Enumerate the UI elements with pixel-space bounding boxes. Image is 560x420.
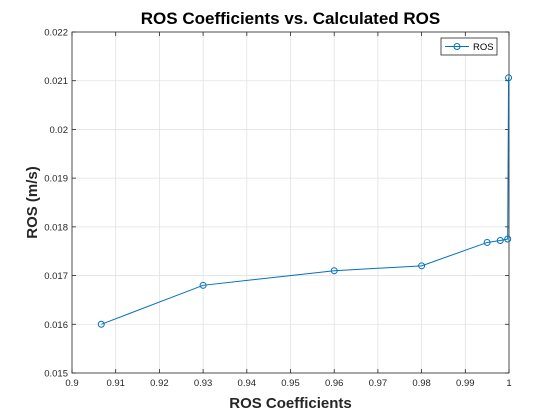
x-tick-label: 0.93 xyxy=(194,378,213,389)
data-point xyxy=(504,235,512,243)
x-tick-label: 0.94 xyxy=(238,378,257,389)
x-tick-label: 0.92 xyxy=(150,378,169,389)
legend-marker xyxy=(453,43,461,50)
data-point xyxy=(199,281,207,289)
series-layer xyxy=(97,74,513,328)
y-tick-label: 0.02 xyxy=(50,125,69,136)
x-axis-ticks: 0.9 0.91 0.92 0.93 0.94 0.95 0.96 0.97 0.98 0.99 1 xyxy=(65,32,512,389)
x-tick-label: 0.95 xyxy=(281,378,300,389)
y-tick-label: 0.021 xyxy=(44,76,68,87)
y-axis-ticks: 0.015 0.016 0.017 0.018 0.019 0.02 0.021 0.022 xyxy=(44,28,509,380)
y-axis-label: ROS (m/s) xyxy=(24,166,41,239)
x-tick-label: 1 xyxy=(506,378,511,389)
x-tick-label: 0.91 xyxy=(106,378,125,389)
data-point xyxy=(505,74,513,82)
y-tick-label: 0.017 xyxy=(44,271,68,282)
y-tick-label: 0.022 xyxy=(44,28,68,39)
chart-title: ROS Coefficients vs. Calculated ROS xyxy=(141,9,440,28)
y-tick-label: 0.018 xyxy=(44,222,68,233)
series-line-ros xyxy=(101,77,510,325)
x-tick-label: 0.98 xyxy=(412,378,431,389)
data-point xyxy=(97,320,105,328)
x-tick-label: 0.97 xyxy=(369,378,388,389)
x-tick-label: 0.9 xyxy=(65,378,78,389)
data-point xyxy=(496,236,504,244)
y-tick-label: 0.019 xyxy=(44,174,68,185)
y-tick-label: 0.016 xyxy=(44,320,68,331)
legend-entry-ros: ROS xyxy=(473,42,494,53)
x-axis-label: ROS Coefficients xyxy=(229,395,352,412)
data-point xyxy=(483,238,491,246)
y-tick-label: 0.015 xyxy=(44,369,68,380)
x-tick-label: 0.96 xyxy=(325,378,344,389)
data-point xyxy=(330,267,338,275)
data-point xyxy=(418,262,426,270)
x-tick-label: 0.99 xyxy=(456,378,475,389)
legend: ROS xyxy=(440,37,498,56)
